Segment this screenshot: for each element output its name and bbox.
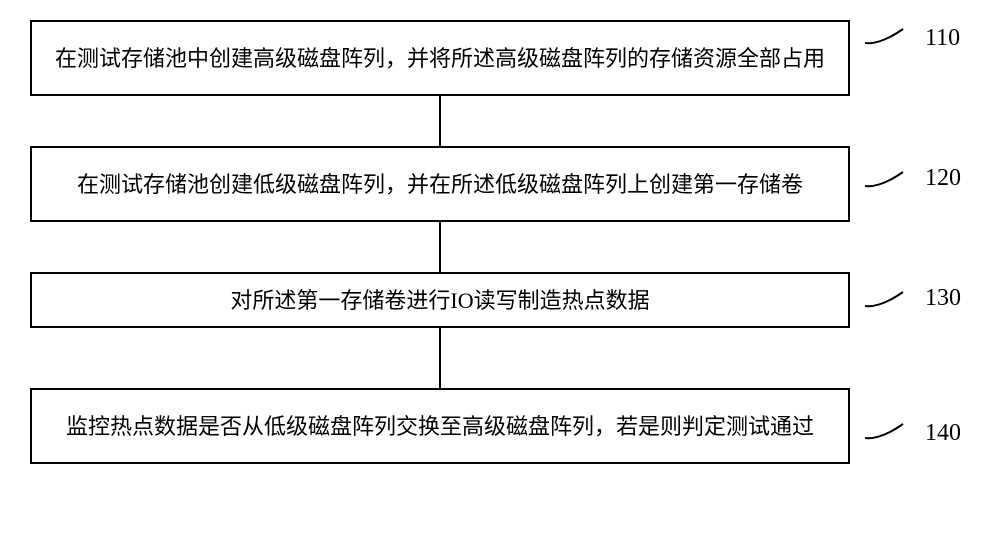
step-box-120: 在测试存储池创建低级磁盘阵列，并在所述低级磁盘阵列上创建第一存储卷: [30, 146, 850, 222]
tick-icon: [865, 420, 905, 440]
flowchart-container: 在测试存储池中创建高级磁盘阵列，并将所述高级磁盘阵列的存储资源全部占用 在测试存…: [30, 20, 850, 464]
tick-icon: [865, 288, 905, 308]
step-label: 110: [925, 25, 960, 52]
step-label: 140: [925, 420, 961, 447]
connector: [439, 96, 441, 146]
connector: [439, 328, 441, 388]
step-text: 监控热点数据是否从低级磁盘阵列交换至高级磁盘阵列，若是则判定测试通过: [66, 410, 814, 443]
connector: [439, 222, 441, 272]
step-box-110: 在测试存储池中创建高级磁盘阵列，并将所述高级磁盘阵列的存储资源全部占用: [30, 20, 850, 96]
step-text: 在测试存储池创建低级磁盘阵列，并在所述低级磁盘阵列上创建第一存储卷: [77, 168, 803, 201]
step-box-140: 监控热点数据是否从低级磁盘阵列交换至高级磁盘阵列，若是则判定测试通过: [30, 388, 850, 464]
step-text: 对所述第一存储卷进行IO读写制造热点数据: [230, 284, 649, 317]
tick-icon: [865, 168, 905, 188]
step-box-130: 对所述第一存储卷进行IO读写制造热点数据: [30, 272, 850, 328]
step-text: 在测试存储池中创建高级磁盘阵列，并将所述高级磁盘阵列的存储资源全部占用: [55, 42, 825, 75]
step-label: 120: [925, 165, 961, 192]
step-label: 130: [925, 285, 961, 312]
tick-icon: [865, 25, 905, 45]
